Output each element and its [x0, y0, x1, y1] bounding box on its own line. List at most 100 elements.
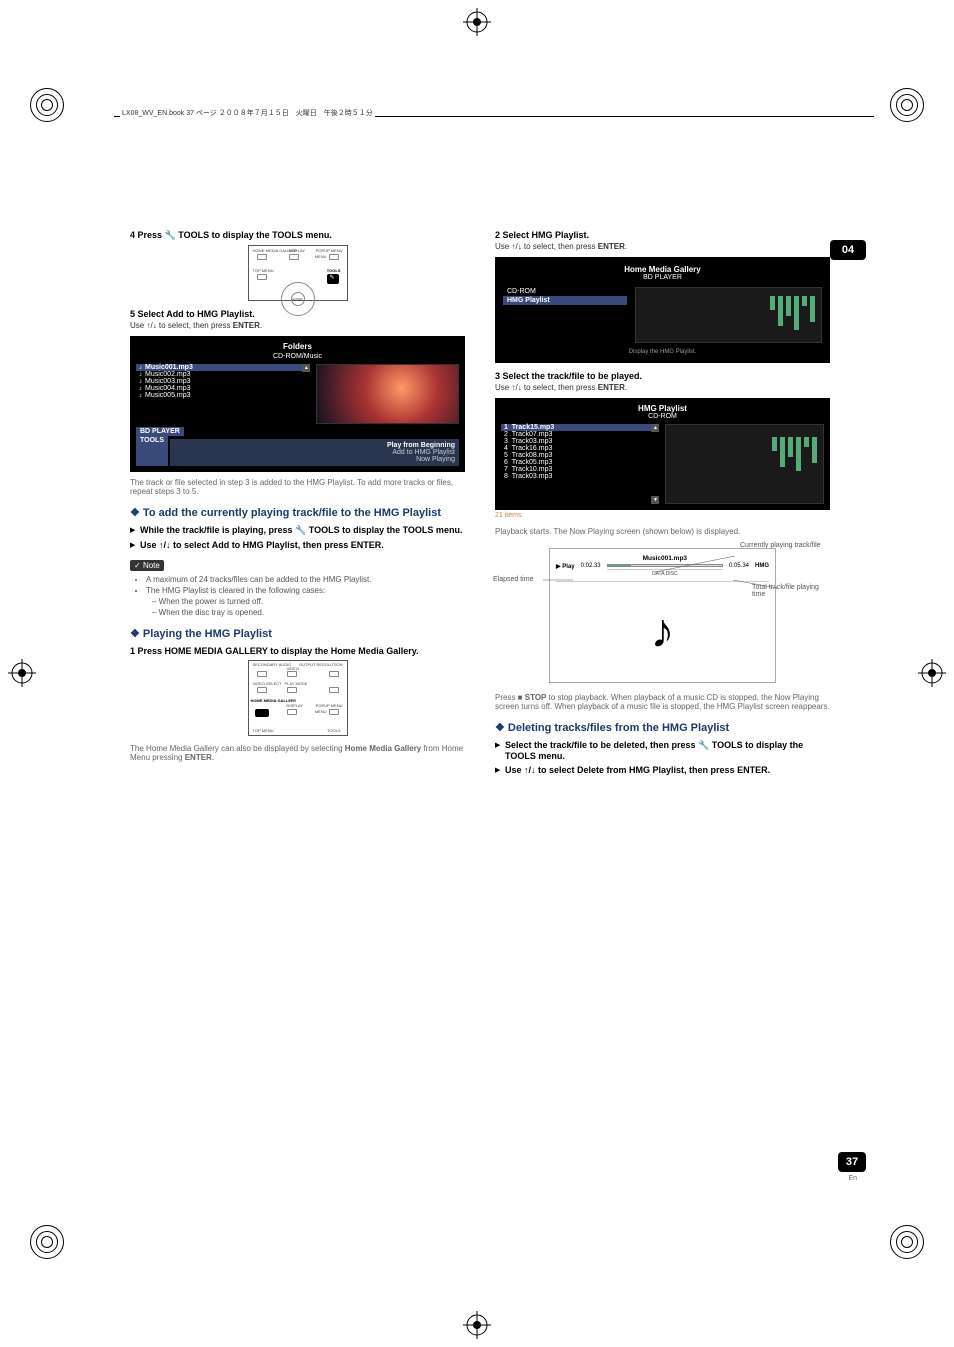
remote-figure-hmg: SECONDARY AUDIO VIDEO OUTPUT RESOLUTION … [248, 660, 348, 736]
step-2-heading: 2 Select HMG Playlist. [495, 230, 830, 240]
remote-lbl: TOOLS [327, 728, 341, 733]
reg-mark-bottom [463, 1311, 491, 1339]
tools-menu-item: Add to HMG Playlist [174, 449, 455, 456]
equalizer-bars [772, 437, 817, 471]
music-note-icon: ♪ [651, 604, 675, 659]
folders-caption: The track or file selected in step 3 is … [130, 478, 465, 496]
remote-lbl-tools: TOOLS [327, 268, 341, 273]
remote-lbl: PLAY MODE [285, 681, 308, 686]
folder-thumbnail [316, 364, 459, 424]
enter-key: ENTER [291, 292, 305, 306]
track-row: 7 Track10.mp3 [501, 466, 659, 473]
chapter-number: 04 [830, 240, 866, 260]
page-language: En [848, 1175, 857, 1182]
reg-mark-bl [30, 1225, 64, 1259]
remote-key [289, 254, 299, 260]
reg-mark-right [918, 659, 946, 689]
hmg-title: Home Media Gallery [503, 265, 822, 274]
play-step-1: 1 Press HOME MEDIA GALLERY to display th… [130, 646, 465, 656]
reg-mark-tl [30, 88, 64, 122]
add-bullet-1: While the track/file is playing, press 🔧… [130, 525, 465, 536]
scroll-down-icon: ▼ [651, 496, 659, 504]
section-play-title: Playing the HMG Playlist [130, 627, 465, 640]
hmg-thumbnail [635, 287, 822, 343]
np-disc: DATA DISC [607, 569, 723, 577]
hmg-subtitle: BD PLAYER [503, 274, 822, 281]
folders-panel: Folders CD-ROM/Music ▲ Music001.mp3 Musi… [130, 336, 465, 472]
reg-mark-tr [890, 88, 924, 122]
hmg-option-selected: HMG Playlist [503, 296, 627, 305]
list-item: Music002.mp3 [136, 371, 310, 378]
folders-subtitle: CD-ROM/Music [136, 353, 459, 360]
remote-lbl: OUTPUT RESOLUTION [299, 662, 343, 667]
del-bullet-2: Use ↑/↓ to select Delete from HMG Playli… [495, 765, 830, 775]
remote-lbl: SECONDARY AUDIO [253, 662, 292, 667]
step-5-sub: Use ↑/↓ to select, then press ENTER. [130, 321, 465, 330]
left-column: 4 Press 🔧 TOOLS to display the TOOLS men… [130, 230, 465, 779]
play-caption: The Home Media Gallery can also be displ… [130, 744, 465, 762]
track-row: 5 Track08.mp3 [501, 452, 659, 459]
remote-lbl: TOP MENU [253, 728, 274, 733]
bd-player-tag: BD PLAYER [136, 427, 184, 436]
hmg-footer: Display the HMG Playlist. [503, 349, 822, 355]
track-row: 3 Track03.mp3 [501, 438, 659, 445]
remote-key [329, 254, 339, 260]
note-item: A maximum of 24 tracks/files can be adde… [146, 575, 465, 584]
playlist-panel: HMG Playlist CD-ROM ▲ 1 Track15.mp3 2 Tr… [495, 398, 830, 510]
track-row: 8 Track03.mp3 [501, 473, 659, 480]
annot-elapsed: Elapsed time [493, 576, 533, 583]
step-2-sub: Use ↑/↓ to select, then press ENTER. [495, 242, 830, 251]
note-label: Note [130, 560, 164, 571]
tools-popup-menu: Play from Beginning Add to HMG Playlist … [170, 439, 459, 466]
playlist-tracks: ▲ 1 Track15.mp3 2 Track07.mp3 3 Track03.… [501, 424, 659, 504]
list-item: Music005.mp3 [136, 392, 310, 399]
remote-lbl: MENU [315, 709, 327, 714]
playlist-title: HMG Playlist [501, 404, 824, 413]
now-playing-panel: ▶ Play 0.02.33 Music001.mp3 DATA DISC 0.… [549, 548, 776, 683]
remote-lbl: TOP MENU [253, 268, 274, 273]
dpad: ENTER [281, 282, 315, 316]
note-subitem: When the power is turned off. [152, 597, 465, 606]
list-item: Music003.mp3 [136, 378, 310, 385]
remote-lbl: DISPLAY [287, 703, 304, 708]
hmg-key [255, 709, 269, 717]
track-row: 2 Track07.mp3 [501, 431, 659, 438]
track-row: 4 Track16.mp3 [501, 445, 659, 452]
remote-figure-tools: HOME MEDIA GALLERY DISPLAY POPUP MENU ME… [248, 245, 348, 301]
list-item: Music001.mp3 [136, 364, 310, 371]
note-item: The HMG Playlist is cleared in the follo… [146, 586, 465, 595]
hmg-panel: Home Media Gallery BD PLAYER CD-ROM HMG … [495, 257, 830, 363]
track-row: 1 Track15.mp3 [501, 424, 659, 431]
del-bullet-1: Select the track/file to be deleted, the… [495, 740, 830, 761]
playlist-subtitle: CD-ROM [501, 413, 824, 420]
total-time: 0.05.34 [729, 563, 749, 569]
remote-lbl: POPUP MENU [316, 703, 343, 708]
step-3-sub: Use ↑/↓ to select, then press ENTER. [495, 383, 830, 392]
right-column: 2 Select HMG Playlist. Use ↑/↓ to select… [495, 230, 830, 779]
hmg-option: CD-ROM [503, 287, 627, 296]
reg-mark-left [8, 659, 36, 689]
playlist-thumbnail [665, 424, 824, 504]
reg-mark-top [463, 8, 491, 36]
tools-tag: TOOLS [136, 436, 168, 466]
remote-key [257, 254, 267, 260]
stop-caption: Press ■ STOP to stop playback. When play… [495, 693, 830, 711]
scroll-up-icon: ▲ [302, 364, 310, 372]
list-item: Music004.mp3 [136, 385, 310, 392]
remote-key [257, 274, 267, 280]
progress-bar [607, 564, 723, 567]
equalizer-bars [770, 296, 815, 330]
remote-lbl: VIDEO SELECT [253, 681, 282, 686]
step-4-heading: 4 Press 🔧 TOOLS to display the TOOLS men… [130, 230, 465, 241]
remote-lbl: DISPLAY [289, 248, 306, 253]
section-delete-title: Deleting tracks/files from the HMG Playl… [495, 721, 830, 734]
np-track-name: Music001.mp3 [607, 555, 723, 562]
tools-menu-item: Now Playing [174, 456, 455, 463]
tools-menu-item: Play from Beginning [174, 442, 455, 449]
items-count: 21 items [495, 512, 830, 519]
tools-key [327, 274, 339, 284]
folder-list: ▲ Music001.mp3 Music002.mp3 Music003.mp3… [136, 364, 310, 424]
remote-lbl: MENU [315, 254, 327, 259]
note-subitem: When the disc tray is opened. [152, 608, 465, 617]
add-bullet-2: Use ↑/↓ to select Add to HMG Playlist, t… [130, 540, 465, 550]
